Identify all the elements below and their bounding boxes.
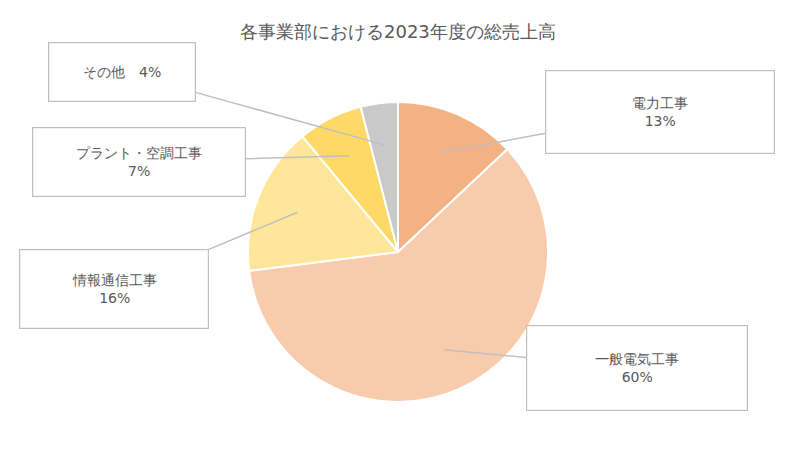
svg-text:情報通信工事16%: 情報通信工事16% [72, 272, 157, 306]
svg-text:その他 4%: その他 4% [83, 64, 161, 80]
svg-text:各事業部における2023年度の総売上高: 各事業部における2023年度の総売上高 [240, 21, 556, 42]
svg-text:プラント・空調工事7%: プラント・空調工事7% [76, 145, 202, 179]
svg-text:電力工事13%: 電力工事13% [632, 95, 688, 129]
svg-text:一般電気工事60%: 一般電気工事60% [595, 351, 679, 385]
